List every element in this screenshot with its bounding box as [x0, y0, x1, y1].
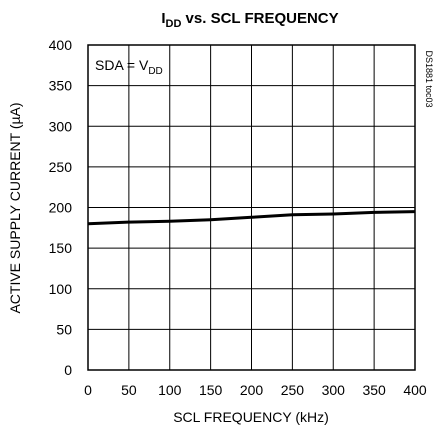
chart-title-rest: vs. SCL FREQUENCY — [181, 10, 338, 27]
x-tick-label: 100 — [158, 382, 182, 398]
y-tick-label: 200 — [49, 200, 73, 216]
x-tick-label: 300 — [322, 382, 346, 398]
y-tick-label: 50 — [56, 321, 72, 337]
y-tick-label: 150 — [49, 240, 73, 256]
sda-annotation-subscript: DD — [148, 66, 162, 77]
x-tick-labels: 0 50 100 150 200 250 300 350 400 — [84, 382, 427, 398]
x-tick-label: 350 — [362, 382, 386, 398]
x-tick-label: 200 — [240, 382, 264, 398]
sda-annotation: SDA = VDD — [95, 57, 163, 77]
x-tick-label: 400 — [403, 382, 427, 398]
x-tick-label: 150 — [199, 382, 223, 398]
x-tick-label: 0 — [84, 382, 92, 398]
sda-annotation-main: SDA = V — [95, 57, 149, 73]
y-tick-label: 250 — [49, 159, 73, 175]
y-axis-label: ACTIVE SUPPLY CURRENT (µA) — [7, 102, 23, 313]
x-tick-label: 250 — [281, 382, 305, 398]
figure-code: DS1881 toc03 — [424, 50, 434, 107]
series-line — [87, 210, 416, 226]
x-axis-label: SCL FREQUENCY (kHz) — [173, 409, 329, 425]
y-tick-label: 300 — [49, 118, 73, 134]
chart-title-subscript: DD — [166, 18, 182, 30]
series-group — [87, 210, 416, 226]
y-tick-labels: 0 50 100 150 200 250 300 350 400 — [49, 37, 73, 378]
x-tick-label: 50 — [121, 382, 137, 398]
chart-title-main: I — [161, 10, 165, 27]
y-tick-label: 400 — [49, 37, 73, 53]
y-tick-label: 350 — [49, 78, 73, 94]
grid — [88, 45, 415, 370]
y-tick-label: 100 — [49, 281, 73, 297]
y-tick-label: 0 — [64, 362, 72, 378]
chart-title: IDD vs. SCL FREQUENCY — [161, 10, 338, 30]
plot-frame — [87, 44, 416, 371]
